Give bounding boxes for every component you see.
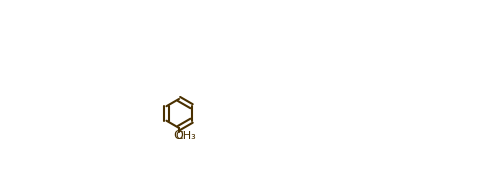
- Text: O: O: [173, 129, 183, 142]
- Text: CH₃: CH₃: [175, 131, 196, 141]
